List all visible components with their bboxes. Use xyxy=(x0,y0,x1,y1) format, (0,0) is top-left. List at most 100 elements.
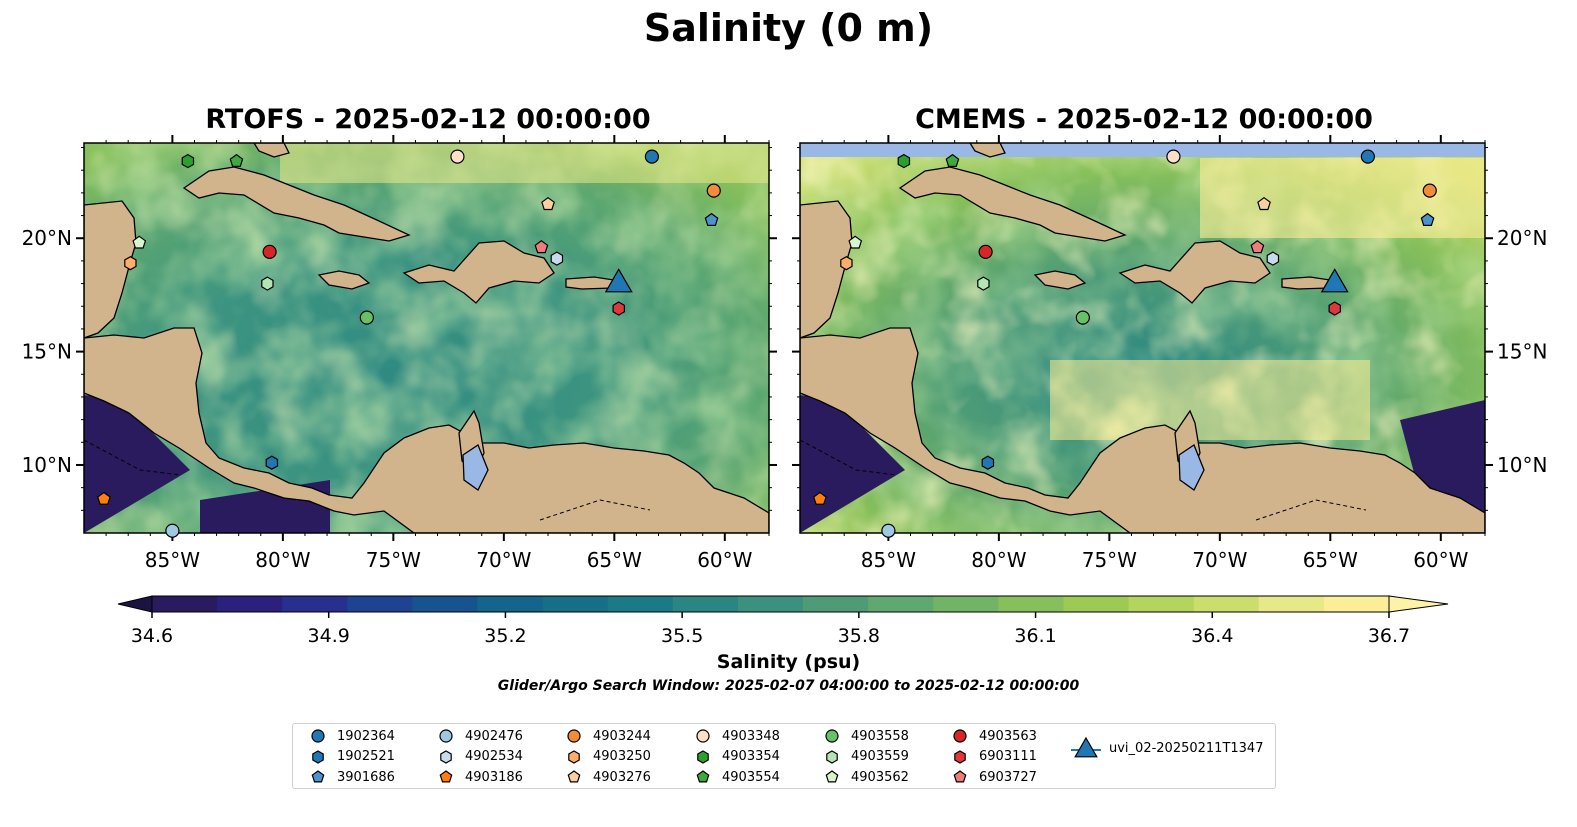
colorbar-segment xyxy=(1258,596,1325,612)
legend-circle-icon xyxy=(696,729,710,743)
colorbar-tick-label: 35.5 xyxy=(661,625,703,647)
legend-entry: 4903554 xyxy=(690,767,780,787)
legend-entry: 6903727 xyxy=(947,767,1037,787)
legend-entry-label: 4903244 xyxy=(593,728,651,744)
rtofs-float-1902521 xyxy=(265,455,279,470)
cmems-lon-tick-label: 75°W xyxy=(1082,548,1137,572)
rtofs-lon-tick-label: 80°W xyxy=(255,548,310,572)
legend-hexagon-icon xyxy=(312,749,324,764)
colorbar-segment xyxy=(737,596,804,612)
legend-entry: 4902476 xyxy=(433,726,523,746)
colorbar-segment xyxy=(412,596,479,612)
cmems-float-4903558 xyxy=(1075,310,1090,325)
legend-entry: 4903186 xyxy=(433,767,523,787)
legend-entry: 4903562 xyxy=(819,767,909,787)
rtofs-float-6903727 xyxy=(534,240,549,254)
colorbar: 34.6 34.9 35.2 35.5 35.8 36.1 36.4 36.7 xyxy=(117,595,1449,647)
cmems-float-1902521 xyxy=(981,455,995,470)
cmems-float-4903559 xyxy=(977,276,990,291)
legend-entry: 4903348 xyxy=(690,726,780,746)
legend-hexagon-icon xyxy=(568,749,580,764)
colorbar-segment xyxy=(477,596,544,612)
colorbar-tick-label: 35.2 xyxy=(484,625,526,647)
rtofs-lon-tick-label: 65°W xyxy=(587,548,642,572)
rtofs-lon-tick-label: 70°W xyxy=(476,548,531,572)
legend-entry: 4903244 xyxy=(561,726,651,746)
legend-entry-label: 3901686 xyxy=(337,769,395,785)
colorbar-segment xyxy=(868,596,934,612)
colorbar-tick-label: 36.7 xyxy=(1368,625,1410,647)
colorbar-segment xyxy=(998,596,1064,612)
cmems-float-4902534 xyxy=(1266,251,1280,266)
rtofs-lat-tick-label: 15°N xyxy=(22,340,72,364)
legend-hexagon-icon xyxy=(440,749,452,764)
legend-circle-icon xyxy=(311,729,325,743)
cmems-float-4903348 xyxy=(1166,149,1181,164)
colorbar-segment xyxy=(347,596,413,612)
rtofs-glider-marker xyxy=(604,268,633,293)
cmems-panel-title: CMEMS - 2025-02-12 00:00:00 xyxy=(915,104,1373,135)
cmems-map xyxy=(800,143,1485,533)
legend: 1902364 1902521 3901686 4902476 4902534 49031… xyxy=(292,723,1276,789)
legend-entry-label: 4902476 xyxy=(465,728,523,744)
colorbar-extend-min xyxy=(117,595,153,613)
legend-entry-label: 4903563 xyxy=(979,728,1037,744)
rtofs-panel-title: RTOFS - 2025-02-12 00:00:00 xyxy=(205,104,651,135)
legend-entry: 4903250 xyxy=(561,747,651,767)
colorbar-tick-label: 36.4 xyxy=(1191,625,1233,647)
rtofs-float-4903354 xyxy=(181,153,195,169)
legend-entry-label: 4903348 xyxy=(722,728,780,744)
cmems-glider-marker xyxy=(1320,268,1349,293)
legend-entry: 4903559 xyxy=(819,747,909,767)
colorbar-segment xyxy=(282,596,348,612)
legend-circle-icon xyxy=(567,729,581,743)
cmems-float-4902476 xyxy=(881,523,896,538)
legend-hexagon-icon xyxy=(954,749,966,764)
cmems-float-4903563 xyxy=(978,244,993,259)
legend-entry-label: 4902534 xyxy=(465,749,523,764)
colorbar-segment xyxy=(217,596,283,612)
rtofs-float-4903554 xyxy=(229,153,244,167)
figure-canvas: 85°W 80°W 75°W 70°W 65°W 60°W 10°N 15°N 20°N 85°W… xyxy=(22,135,1547,647)
legend-pentagon-icon xyxy=(567,770,581,783)
colorbar-extend-max xyxy=(1388,595,1449,613)
colorbar-segment xyxy=(1063,596,1130,612)
cmems-float-4903554 xyxy=(945,153,960,167)
cmems-float-4903186 xyxy=(812,491,827,505)
legend-entry-label: 6903727 xyxy=(979,769,1037,785)
colorbar-segment xyxy=(672,596,739,612)
colorbar-segment xyxy=(542,596,609,612)
legend-entry-label: 1902521 xyxy=(337,749,395,764)
rtofs-float-4903562 xyxy=(132,235,147,249)
colorbar-segment xyxy=(1323,596,1390,612)
rtofs-float-4903250 xyxy=(124,256,137,271)
rtofs-lon-tick-label: 60°W xyxy=(697,548,752,572)
legend-entry-label: 4903354 xyxy=(722,749,780,764)
rtofs-float-4903558 xyxy=(359,310,374,325)
cmems-lon-tick-label: 80°W xyxy=(971,548,1026,572)
cmems-float-6903727 xyxy=(1250,240,1265,254)
legend-entry-label: 4903554 xyxy=(722,769,780,785)
legend-entry-label: 6903111 xyxy=(979,749,1037,764)
cmems-lat-tick-label: 20°N xyxy=(1497,226,1547,250)
colorbar-segment xyxy=(607,596,674,612)
legend-entry: 4903354 xyxy=(690,747,780,767)
legend-entry: 1902521 xyxy=(305,747,395,767)
rtofs-float-3901686 xyxy=(704,212,719,226)
legend-circle-icon xyxy=(439,729,453,743)
rtofs-lon-tick-label: 75°W xyxy=(366,548,421,572)
cmems-lon-tick-label: 60°W xyxy=(1413,548,1468,572)
rtofs-float-4903559 xyxy=(261,276,274,291)
rtofs-float-4903186 xyxy=(96,491,111,505)
rtofs-float-1902364 xyxy=(644,149,659,164)
search-window-caption: Glider/Argo Search Window: 2025-02-07 04… xyxy=(497,678,1080,694)
rtofs-float-4902476 xyxy=(165,523,180,538)
legend-entry-label: 4903562 xyxy=(851,769,909,785)
colorbar-segment xyxy=(933,596,999,612)
colorbar-tick-label: 36.1 xyxy=(1014,625,1056,647)
rtofs-map xyxy=(84,143,769,533)
legend-hexagon-icon xyxy=(826,749,838,764)
legend-entry-label: uvi_02-20250211T1347 xyxy=(1109,740,1264,756)
cmems-float-1902364 xyxy=(1360,149,1375,164)
rtofs-float-6903111 xyxy=(612,301,626,316)
